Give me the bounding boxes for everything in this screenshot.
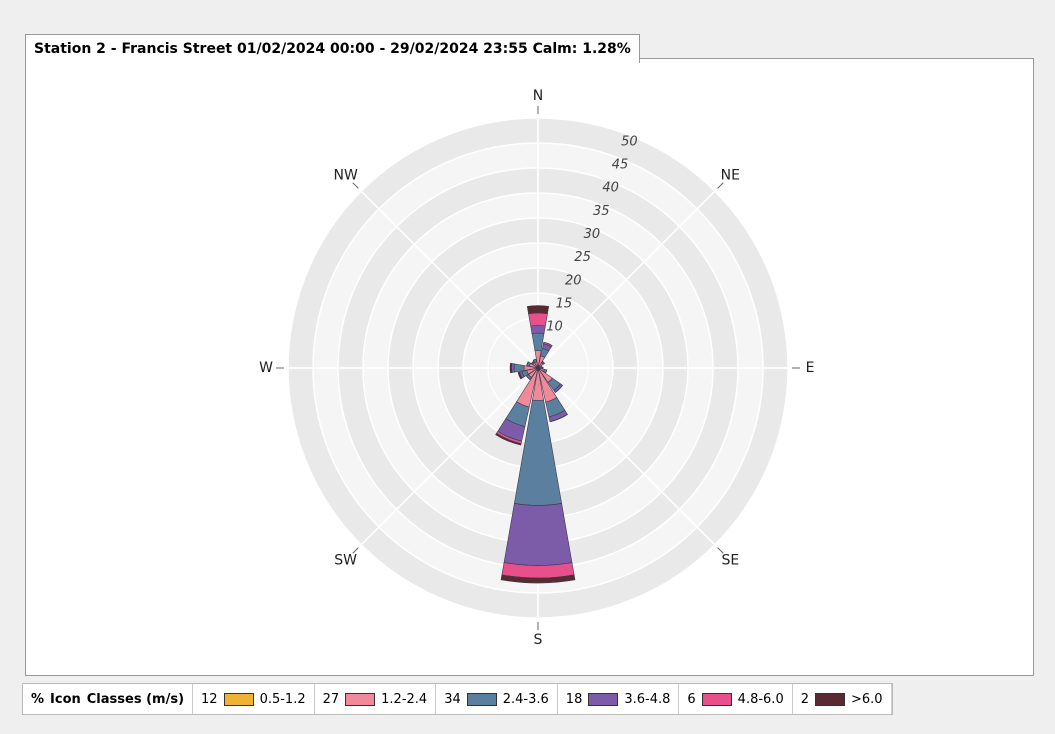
direction-label: W <box>259 360 273 376</box>
axis-tick <box>352 182 359 189</box>
legend-header-text: Classes (m/s) <box>86 691 185 707</box>
sector-segment <box>543 341 553 346</box>
ring-label: 10 <box>546 320 563 335</box>
legend-swatch <box>223 692 254 706</box>
chart-panel: 10 15 20 25 30 35 40 45 50 N NE E SE S SW W NW <box>25 58 1034 676</box>
legend-label: 2.4-3.6 <box>502 691 549 707</box>
sector-segment <box>526 361 529 366</box>
legend-item: 2 >6.0 <box>793 684 892 714</box>
legend-label: 0.5-1.2 <box>259 691 306 707</box>
axis-tick <box>352 547 359 554</box>
legend: % Icon Classes (m/s) 12 0.5-1.2 27 1.2-2.4 3… <box>22 683 893 715</box>
sector-segment <box>503 503 573 566</box>
legend-percent: 12 <box>201 691 218 707</box>
legend-percent: 18 <box>565 691 583 707</box>
legend-header-text: Icon <box>50 691 81 707</box>
legend-label: 1.2-2.4 <box>381 691 428 707</box>
ring-label: 15 <box>556 297 573 312</box>
sector-segment <box>531 361 534 364</box>
chart-title: Station 2 - Francis Street 01/02/2024 00… <box>25 34 640 63</box>
direction-label: NW <box>334 168 358 184</box>
legend-label: 4.8-6.0 <box>737 691 784 707</box>
sector-segment <box>526 305 550 315</box>
sector-segment <box>495 433 522 446</box>
ring-label: 35 <box>593 204 610 219</box>
legend-swatch <box>701 692 732 706</box>
direction-label: SW <box>334 552 357 568</box>
direction-label: NE <box>721 168 740 184</box>
legend-header-text: % <box>31 691 45 707</box>
legend-percent: 34 <box>444 691 461 707</box>
sector-segment <box>513 363 525 373</box>
legend-label: >6.0 <box>851 691 883 707</box>
axis-tick <box>717 547 724 554</box>
ring-label: 20 <box>565 273 582 288</box>
sector-segment <box>530 325 546 334</box>
ring-label: 25 <box>574 250 591 265</box>
ring-label: 50 <box>621 134 638 149</box>
legend-swatch <box>588 692 619 706</box>
legend-item: 34 2.4-3.6 <box>436 684 558 714</box>
legend-percent: 6 <box>687 691 696 707</box>
sector-segment <box>542 361 545 364</box>
ring-label: 30 <box>584 227 601 242</box>
legend-item: 18 3.6-4.8 <box>558 684 680 714</box>
ring-label: 40 <box>602 181 619 196</box>
chart: 10 15 20 25 30 35 40 45 50 N NE E SE S SW W NW <box>259 88 815 648</box>
direction-label: S <box>534 632 543 648</box>
direction-label: SE <box>721 552 739 568</box>
legend-swatch <box>466 692 497 706</box>
direction-label: E <box>806 360 815 376</box>
sector-segment <box>509 362 513 374</box>
legend-swatch <box>345 692 376 706</box>
legend-header: % Icon Classes (m/s) <box>23 684 194 714</box>
legend-item: 27 1.2-2.4 <box>315 684 437 714</box>
axis-tick <box>717 182 724 189</box>
sector-segment <box>500 574 576 584</box>
legend-percent: 2 <box>800 691 809 707</box>
sector-segment <box>549 414 568 422</box>
sector-segment <box>555 385 563 393</box>
sector-segment <box>528 312 548 327</box>
sector-segment <box>545 369 548 373</box>
legend-label: 3.6-4.8 <box>624 691 671 707</box>
legend-swatch <box>815 692 845 706</box>
ring-label: 45 <box>612 157 629 172</box>
legend-item: 6 4.8-6.0 <box>679 684 793 714</box>
legend-percent: 27 <box>322 691 340 707</box>
sector-segment <box>517 371 523 380</box>
legend-item: 12 0.5-1.2 <box>193 684 315 714</box>
direction-label: N <box>533 88 543 104</box>
